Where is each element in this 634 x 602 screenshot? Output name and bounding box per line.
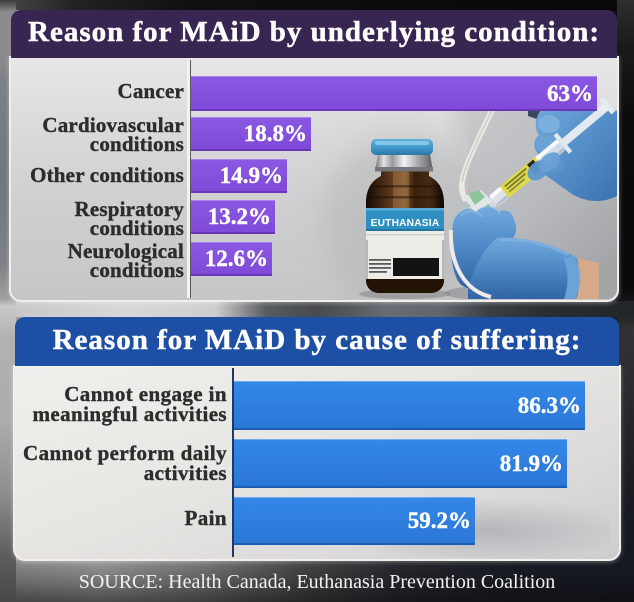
svg-text:EUTHANASIA: EUTHANASIA	[371, 218, 440, 229]
